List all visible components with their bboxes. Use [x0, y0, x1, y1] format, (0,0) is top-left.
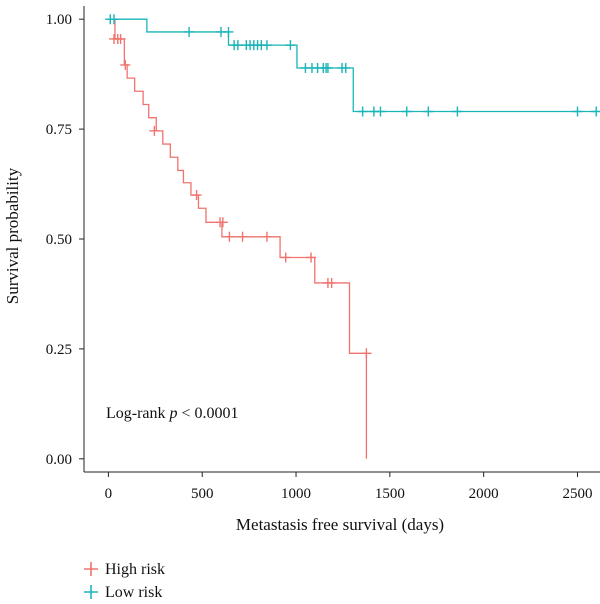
y-tick-label: 0.50	[46, 232, 72, 248]
axes: 0.00 0.25 0.50 0.75 1.00 0 500 1000 1500 2000 2500	[46, 6, 600, 502]
annotation-p: p	[169, 405, 178, 422]
censor-mark-low-risk	[357, 106, 368, 117]
censor-mark-low-risk	[591, 106, 600, 117]
legend: High risk Low risk	[84, 561, 165, 601]
series-line-high-risk	[108, 18, 368, 459]
legend-key-low-risk	[84, 585, 98, 599]
legend-item-high-risk: High risk	[84, 561, 165, 578]
series-line-low-risk	[108, 18, 597, 113]
censor-mark-low-risk	[184, 26, 195, 37]
censor-mark-high-risk	[191, 190, 202, 201]
censor-mark-low-risk	[340, 62, 351, 73]
censor-mark-high-risk	[361, 348, 372, 359]
censor-mark-high-risk	[237, 231, 248, 242]
y-tick-label: 0.75	[46, 122, 72, 138]
legend-label-low-risk: Low risk	[105, 584, 162, 601]
censor-mark-low-risk	[375, 106, 386, 117]
legend-key-high-risk	[84, 562, 98, 576]
x-tick-label: 500	[191, 486, 214, 502]
censor-mark-low-risk	[232, 40, 243, 51]
annotation-prefix: Log-rank	[106, 405, 170, 422]
censor-mark-high-risk	[224, 231, 235, 242]
plot-lines	[105, 14, 600, 459]
censor-mark-low-risk	[322, 62, 333, 73]
censor-mark-high-risk	[120, 59, 131, 70]
censor-mark-high-risk	[149, 125, 160, 136]
legend-item-low-risk: Low risk	[84, 584, 162, 601]
censor-mark-high-risk	[326, 277, 337, 288]
y-axis-label: Survival probability	[3, 167, 22, 304]
log-rank-annotation: Log-rank p < 0.0001	[106, 405, 239, 422]
y-axis-title: Survival probability	[3, 167, 22, 304]
x-tick-label: 0	[105, 486, 113, 502]
x-tick-label: 1000	[281, 486, 311, 502]
censor-mark-low-risk	[109, 14, 120, 25]
censor-mark-high-risk	[261, 231, 272, 242]
legend-label-high-risk: High risk	[105, 561, 165, 578]
x-axis-label: Metastasis free survival (days)	[236, 515, 444, 534]
censor-mark-high-risk	[280, 252, 291, 263]
x-tick-label: 2000	[469, 486, 499, 502]
censor-mark-low-risk	[572, 106, 583, 117]
y-tick-label: 0.25	[46, 342, 72, 358]
annotation: Log-rank p < 0.0001	[106, 405, 239, 422]
censor-mark-low-risk	[452, 106, 463, 117]
censor-mark-low-risk	[423, 106, 434, 117]
censor-mark-high-risk	[306, 252, 317, 263]
censor-mark-low-risk	[261, 40, 272, 51]
annotation-suffix: < 0.0001	[178, 405, 239, 422]
censor-mark-low-risk	[285, 40, 296, 51]
censor-mark-low-risk	[223, 26, 234, 37]
censor-mark-high-risk	[217, 217, 228, 228]
x-tick-label: 1500	[375, 486, 405, 502]
x-axis-title: Metastasis free survival (days)	[236, 515, 444, 534]
y-tick-label: 1.00	[46, 12, 72, 28]
censor-mark-low-risk	[401, 106, 412, 117]
y-tick-label: 0.00	[46, 452, 72, 468]
censor-mark-high-risk	[115, 33, 126, 44]
x-tick-label: 2500	[562, 486, 592, 502]
